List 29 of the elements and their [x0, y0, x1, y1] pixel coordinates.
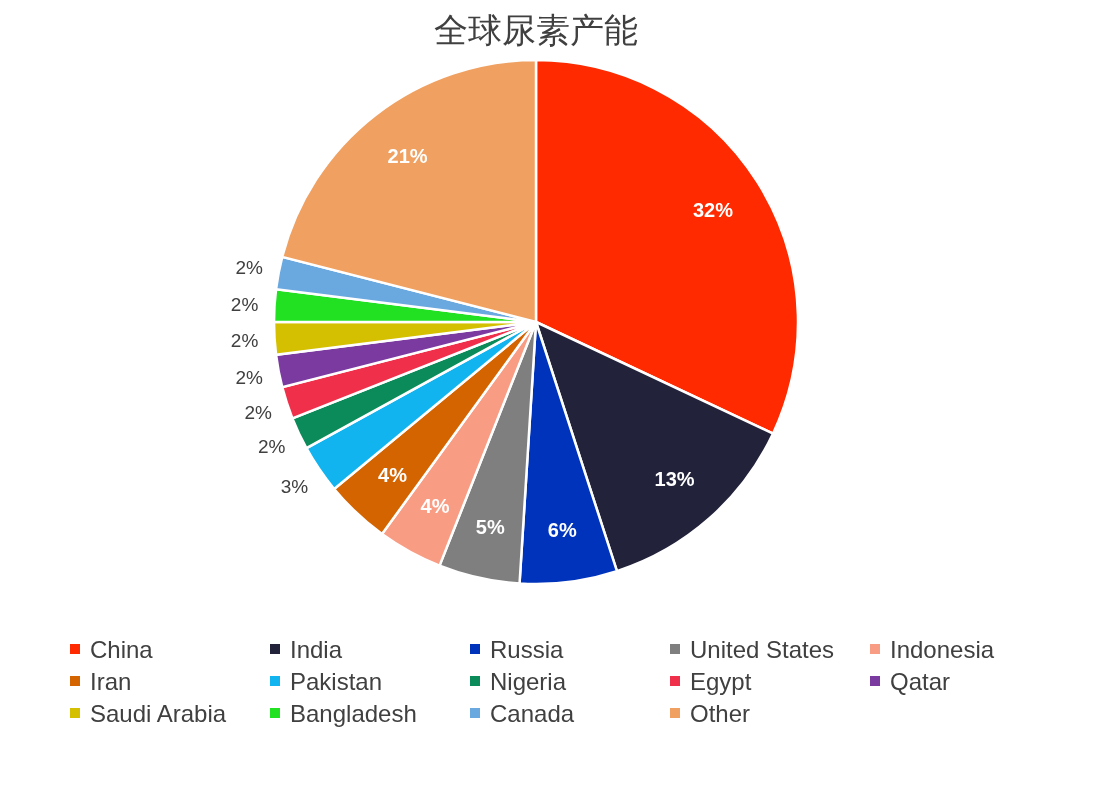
data-label: 5%: [475, 515, 505, 538]
data-label: 2%: [235, 366, 263, 388]
legend-label: Egypt: [690, 668, 752, 695]
data-label: 3%: [280, 476, 309, 498]
data-label: 2%: [258, 436, 286, 458]
legend-label: Nigeria: [490, 668, 567, 695]
data-label: 2%: [230, 293, 259, 315]
legend-label: Russia: [490, 636, 565, 663]
legend-label: United States: [690, 636, 835, 663]
data-label: 6%: [547, 518, 577, 541]
data-label: 32%: [692, 198, 734, 221]
legend-label: Iran: [90, 668, 132, 695]
legend-label: Pakistan: [290, 668, 383, 695]
legend-label: Indonesia: [890, 636, 995, 663]
legend-label: Canada: [490, 700, 575, 727]
data-label: 4%: [420, 494, 450, 517]
legend-label: Saudi Arabia: [90, 700, 227, 727]
legend-label: China: [90, 636, 154, 663]
data-label: 2%: [230, 330, 259, 352]
data-label: 4%: [378, 463, 408, 486]
legend-label: Qatar: [890, 668, 951, 695]
chart-title: 全球尿素产能: [434, 11, 638, 49]
legend-label: India: [290, 636, 343, 663]
data-label: 13%: [654, 468, 695, 491]
data-label: 2%: [244, 402, 273, 424]
legend-label: Bangladesh: [290, 700, 417, 727]
data-label: 21%: [387, 145, 428, 168]
legend-label: Other: [690, 700, 751, 727]
data-label: 2%: [235, 257, 263, 279]
